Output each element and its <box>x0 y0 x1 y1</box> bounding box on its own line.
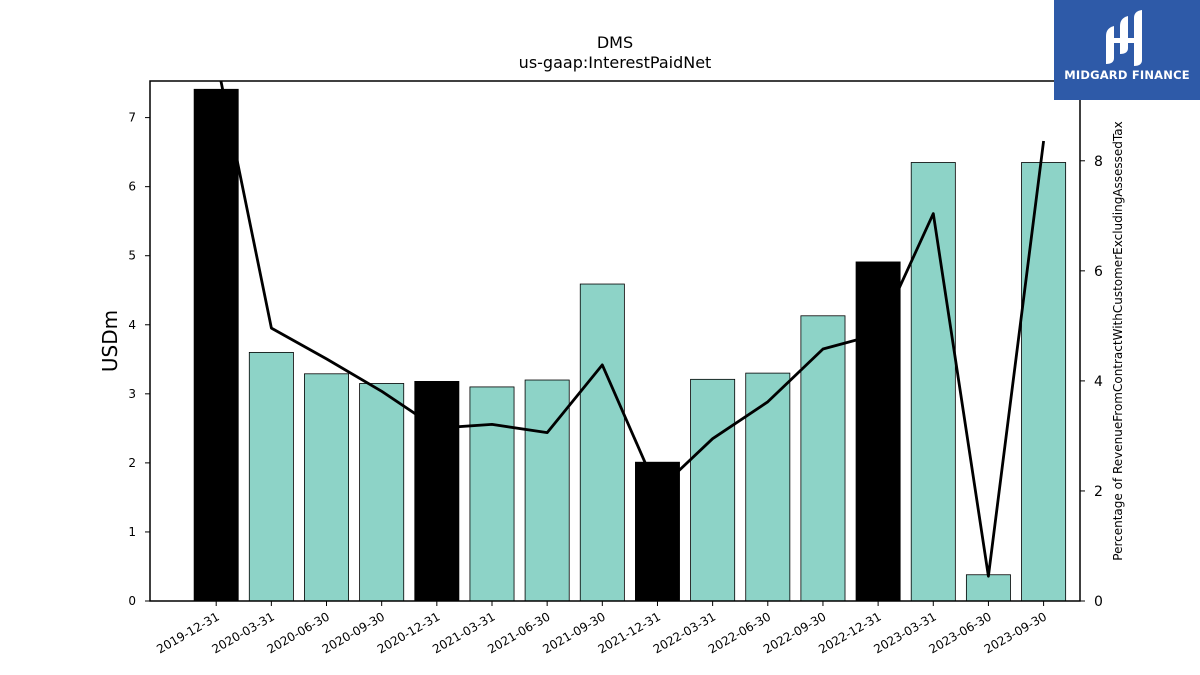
y-axis-label: USDm <box>98 310 122 372</box>
bar-2019-12-31 <box>193 88 239 602</box>
y2-axis-label: Percentage of RevenueFromContractWithCus… <box>1111 121 1125 560</box>
plot-frame <box>149 80 1081 602</box>
y-tick-label: 6 <box>128 180 136 194</box>
bar-2021-12-31 <box>635 461 680 602</box>
bar-2022-03-31 <box>690 378 736 602</box>
y2-tick-label: 0 <box>1094 594 1103 610</box>
bar-2021-03-31 <box>469 386 515 602</box>
chart-title: DMS <box>597 33 633 52</box>
left-axis: 0 1 2 3 4 5 6 7 <box>128 111 150 608</box>
bar-2022-09-30 <box>800 315 846 602</box>
right-axis: 0 2 4 6 8 <box>1080 154 1103 610</box>
x-tick-label: 2023-09-30 <box>982 609 1049 656</box>
y-tick-label: 2 <box>128 456 136 470</box>
bar-2022-12-31 <box>855 261 901 602</box>
chart-subtitle: us-gaap:InterestPaidNet <box>519 53 712 72</box>
y2-tick-label: 8 <box>1094 154 1103 170</box>
y2-tick-label: 4 <box>1094 374 1103 390</box>
logo-mark-icon <box>1106 10 1142 66</box>
bar-2023-06-30 <box>965 574 1011 602</box>
y-tick-label: 3 <box>128 387 136 401</box>
y-tick-label: 1 <box>128 525 136 539</box>
midgard-finance-logo: MIDGARD FINANCE <box>1054 0 1200 100</box>
y-tick-label: 4 <box>128 318 136 332</box>
line-path <box>219 81 1045 578</box>
bar-2023-09-30 <box>1021 162 1067 602</box>
line-series <box>219 81 1045 578</box>
bar-2020-06-30 <box>304 373 349 602</box>
y2-tick-label: 2 <box>1094 484 1103 500</box>
y2-tick-label: 6 <box>1094 264 1103 280</box>
logo-text: MIDGARD FINANCE <box>1064 68 1190 82</box>
bar-2021-06-30 <box>524 379 570 602</box>
bar-2020-03-31 <box>248 351 294 602</box>
bar-2023-03-31 <box>910 162 956 602</box>
x-axis: 2019-12-312020-03-312020-06-302020-09-30… <box>154 601 1049 656</box>
y-tick-label: 5 <box>128 249 136 263</box>
y-tick-label: 0 <box>128 594 136 608</box>
bar-2022-06-30 <box>745 372 791 602</box>
bar-2020-09-30 <box>359 383 405 602</box>
bar-2020-12-31 <box>414 380 460 602</box>
bar-2021-09-30 <box>579 283 625 602</box>
y-tick-label: 7 <box>128 111 136 125</box>
bar-series <box>193 88 1067 602</box>
